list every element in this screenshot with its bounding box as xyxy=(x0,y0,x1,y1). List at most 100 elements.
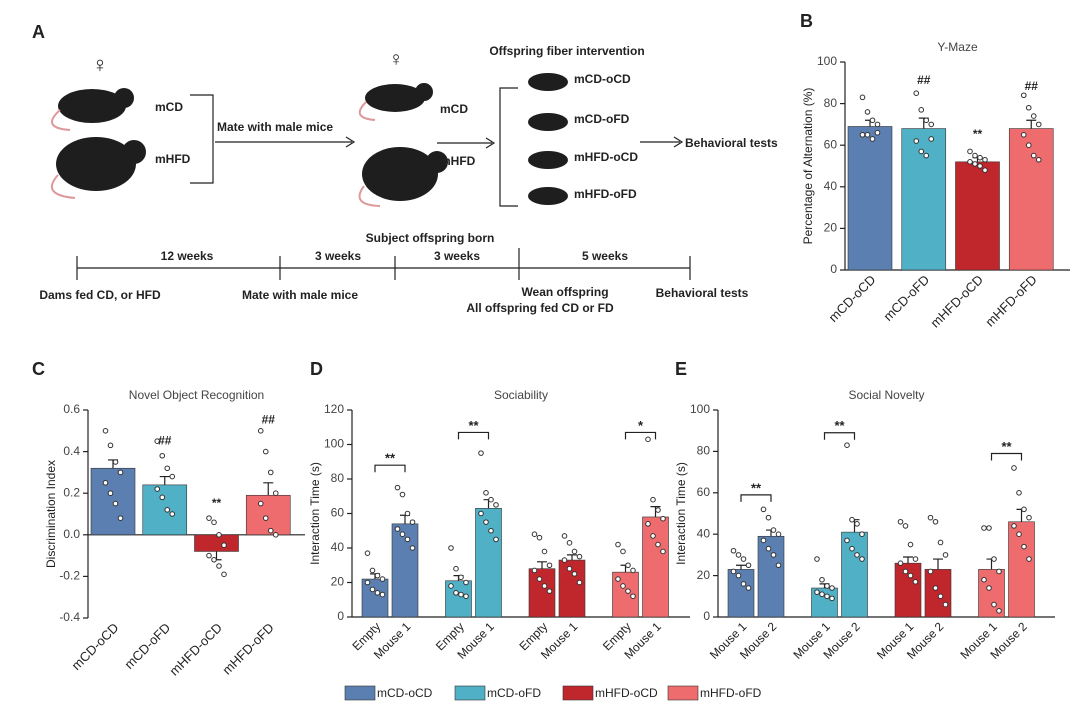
event-label: All offspring fed CD or FD xyxy=(466,301,614,315)
significance-label: ** xyxy=(834,418,845,433)
data-point xyxy=(819,591,825,598)
data-point xyxy=(211,556,217,563)
data-point xyxy=(615,576,621,582)
data-point xyxy=(630,593,636,600)
event-label: Dams fed CD, or HFD xyxy=(39,288,161,302)
group-label: mHFD xyxy=(155,152,191,166)
data-point xyxy=(1021,543,1027,550)
y-tick-label: 60 xyxy=(824,137,838,151)
data-point xyxy=(453,565,459,572)
y-tick-label: 0.0 xyxy=(63,527,80,541)
error-bar xyxy=(736,564,746,570)
data-point xyxy=(546,562,553,569)
data-point xyxy=(257,500,264,507)
data-point xyxy=(967,148,973,155)
group-label: mCD xyxy=(155,100,183,114)
y-tick-label: 0.2 xyxy=(63,485,80,499)
data-point xyxy=(1026,514,1032,521)
data-point xyxy=(478,450,484,456)
data-point xyxy=(1026,556,1032,562)
significance-label: * xyxy=(638,418,644,433)
x-tick-label: mCD-oCD xyxy=(69,620,122,673)
data-point xyxy=(267,469,274,476)
period-label: 3 weeks xyxy=(434,249,480,263)
data-point xyxy=(458,574,464,581)
panel-label: A xyxy=(32,22,45,42)
data-point xyxy=(730,568,737,575)
data-point xyxy=(996,568,1002,575)
data-point xyxy=(869,117,876,124)
data-point xyxy=(775,562,782,569)
data-point xyxy=(740,556,747,562)
data-point xyxy=(996,607,1002,614)
y-tick-label: 40 xyxy=(331,540,345,554)
data-point xyxy=(488,527,494,534)
data-point xyxy=(937,539,944,546)
y-tick-label: 40 xyxy=(824,179,838,193)
significance-bracket xyxy=(823,432,856,440)
data-point xyxy=(615,541,621,548)
event-label: Wean offspring xyxy=(521,285,608,299)
error-bar xyxy=(1026,119,1037,129)
data-point xyxy=(566,565,573,572)
data-point xyxy=(1025,104,1032,111)
data-point xyxy=(986,525,992,531)
data-point xyxy=(814,589,820,595)
data-point xyxy=(977,154,983,161)
data-point xyxy=(942,552,949,558)
y-tick-label: 20 xyxy=(697,568,711,582)
data-point xyxy=(379,576,386,582)
bar xyxy=(1008,521,1035,618)
data-point xyxy=(928,136,935,142)
data-point xyxy=(650,533,656,539)
panel-label: B xyxy=(800,11,813,31)
y-tick-label: 80 xyxy=(824,96,838,110)
data-point xyxy=(102,428,109,434)
bar xyxy=(245,494,291,536)
bar xyxy=(1008,128,1054,271)
data-point xyxy=(859,531,865,538)
data-point xyxy=(211,519,217,526)
data-point xyxy=(541,583,548,589)
error-bar xyxy=(537,561,547,569)
data-point xyxy=(1035,121,1042,128)
significance-bracket xyxy=(457,431,490,440)
tail xyxy=(50,174,76,199)
group-label: mCD xyxy=(440,102,468,116)
panel-label: D xyxy=(310,359,323,379)
data-point xyxy=(982,167,988,173)
error-bar xyxy=(567,554,577,561)
mouse-icon xyxy=(528,187,568,205)
data-point xyxy=(409,519,416,525)
data-point xyxy=(645,521,651,527)
data-point xyxy=(117,515,124,521)
chart-title: Novel Object Recognition xyxy=(129,388,264,402)
data-point xyxy=(730,547,737,554)
data-point xyxy=(117,469,124,476)
y-tick-label: 0.4 xyxy=(63,444,80,458)
bar xyxy=(924,569,952,618)
data-point xyxy=(625,588,631,594)
bracket xyxy=(499,87,518,207)
data-point xyxy=(374,590,381,596)
data-point xyxy=(463,593,469,600)
data-point xyxy=(625,562,631,569)
legend-swatch xyxy=(454,685,486,701)
legend-swatch xyxy=(667,685,699,701)
data-point xyxy=(982,156,988,163)
data-point xyxy=(112,459,119,465)
data-point xyxy=(546,588,553,594)
y-axis-label: Interaction Time (s) xyxy=(308,462,322,565)
data-point xyxy=(897,518,904,525)
data-point xyxy=(561,533,568,539)
mouse-icon xyxy=(528,113,568,131)
data-point xyxy=(918,107,925,113)
panel-a: A ♀ ♀ mCD mHFD Mate with male mice xyxy=(32,22,778,315)
bar xyxy=(90,467,136,536)
data-point xyxy=(483,490,489,496)
significance-label: ** xyxy=(468,418,479,433)
data-point xyxy=(404,510,411,517)
significance-bracket xyxy=(374,464,406,473)
mouse-icon xyxy=(58,89,126,123)
bar xyxy=(391,523,419,618)
